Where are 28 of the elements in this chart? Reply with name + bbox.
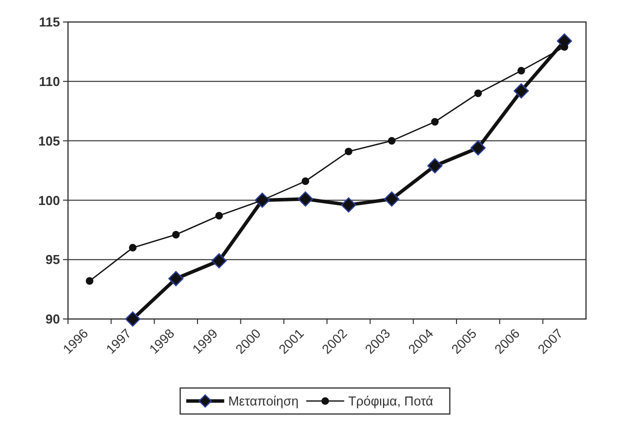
point bbox=[168, 271, 184, 286]
point bbox=[298, 191, 314, 207]
legend-label: Μεταποίηση bbox=[228, 394, 299, 409]
point bbox=[215, 212, 223, 220]
y-tick-label: 100 bbox=[38, 192, 60, 208]
point bbox=[86, 277, 94, 285]
point bbox=[427, 158, 443, 174]
point bbox=[431, 118, 439, 126]
point bbox=[517, 66, 526, 75]
point bbox=[340, 197, 356, 213]
y-tick-label: 95 bbox=[46, 252, 60, 268]
point bbox=[474, 89, 482, 98]
point bbox=[128, 244, 137, 252]
point bbox=[388, 137, 396, 145]
y-tick-label: 105 bbox=[38, 133, 60, 148]
point bbox=[172, 230, 180, 238]
point bbox=[211, 253, 227, 268]
y-tick-label: 110 bbox=[39, 74, 60, 89]
legend-label: Τρόφιμα, Ποτά bbox=[348, 394, 434, 409]
point bbox=[514, 83, 529, 99]
y-tick-label: 115 bbox=[39, 14, 60, 30]
point bbox=[560, 43, 568, 51]
point bbox=[344, 148, 352, 156]
point bbox=[470, 140, 486, 156]
y-tick-label: 90 bbox=[46, 312, 60, 327]
point bbox=[302, 177, 310, 185]
point bbox=[125, 311, 140, 327]
point bbox=[384, 191, 400, 207]
